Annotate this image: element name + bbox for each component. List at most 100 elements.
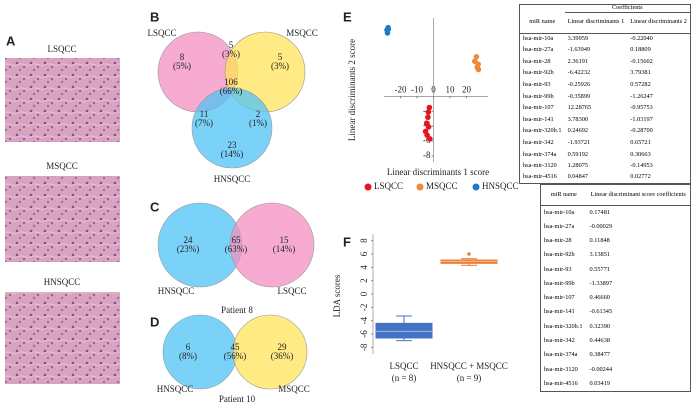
y-axis-label: LDA scores [332, 274, 342, 317]
region-percent: (56%) [224, 351, 247, 361]
y-tick-label: 8 [359, 238, 369, 243]
cell: hsa-mir-320b.1 [523, 127, 562, 135]
cell: 0.46660 [589, 294, 610, 302]
row: hsa-mir-28 0.11848 [541, 234, 691, 248]
y-tick-label: -2 [359, 304, 369, 312]
region-count: 24 [184, 235, 194, 245]
region-count: 8 [180, 52, 185, 62]
cell: -1.26247 [630, 92, 653, 100]
row: hsa-mir-320b.1 0.32390 [541, 320, 691, 334]
cell: 0.55771 [589, 265, 610, 273]
y-tick-label: 0 [359, 291, 369, 296]
cell: hsa-mir-374a [544, 351, 578, 359]
outlier [467, 252, 471, 256]
header-row: miR name Linear discriminant score coeffi… [540, 184, 691, 206]
region-count: 6 [186, 342, 191, 352]
cell: 0.57282 [630, 80, 651, 88]
region-count: 5 [278, 52, 283, 62]
region-percent: (63%) [225, 244, 248, 254]
set-label: HNSQCC [214, 174, 251, 184]
cell: hsa-mir-28 [544, 236, 572, 244]
cell: 2.36191 [567, 57, 589, 65]
cell: -1.33897 [589, 279, 613, 287]
panel-label: D [150, 314, 159, 329]
region-count: 29 [278, 342, 288, 352]
cell: 0.32390 [589, 322, 610, 330]
region-percent: (8%) [179, 351, 197, 361]
table-title: Coefficients [564, 4, 691, 13]
row: hsa-mir-342 0.44638 [541, 334, 691, 348]
cell: -0.95753 [630, 104, 653, 112]
cell: -0.35899 [567, 92, 591, 100]
legend-swatch [364, 183, 372, 191]
cell: hsa-mir-342 [544, 337, 575, 345]
region-count: 5 [229, 40, 234, 50]
cell: hsa-mir-141 [523, 115, 554, 123]
cell: hsa-mir-374a [523, 150, 557, 158]
legend-swatch [416, 183, 424, 191]
cell: -0.25926 [567, 80, 591, 88]
histology-image [5, 176, 120, 262]
set-label: HNSQCC [158, 286, 195, 296]
panel-label: B [150, 9, 159, 24]
row: hsa-mir-27a -0.00029 [541, 220, 691, 234]
row: hsa-mir-107 0.46660 [541, 291, 691, 305]
caption: Patient 10 [219, 394, 256, 404]
cell: hsa-mir-10a [523, 34, 554, 42]
y-tick-label: -8 [423, 150, 431, 160]
y-tick-label: 4 [359, 265, 369, 270]
x-tick-note: (n = 9) [457, 373, 482, 383]
x-axis-label: Linear discriminants 1 score [387, 167, 489, 177]
x-tick-label: 0 [431, 84, 436, 94]
cell: hsa-mir-27a [544, 222, 575, 230]
column-header: miR name [519, 12, 565, 34]
x-tick-label: 20 [462, 84, 472, 94]
y-axis-label: Linear discriminants 2 score [347, 39, 357, 141]
cell: -0.61345 [589, 308, 613, 316]
column-header: Linear discriminants 2 [627, 12, 691, 34]
set-label: MSQCC [278, 384, 310, 394]
legend-swatch [472, 183, 480, 191]
header-row: miR name Linear discriminants 1 Linear dis… [519, 12, 691, 34]
cell: -0.15602 [630, 57, 653, 65]
row: hsa-mir-320b.1 0.24692 -0.28700 [520, 126, 691, 138]
row: hsa-mir-107 12.28765 -0.95753 [520, 103, 691, 115]
row: hsa-mir-92b 3.13851 [541, 248, 691, 262]
table-title [520, 5, 565, 13]
cell: 0.38477 [589, 351, 610, 359]
region-percent: (7%) [195, 118, 213, 128]
point [473, 53, 480, 60]
y-tick-label: -6 [359, 330, 369, 338]
histology-image [5, 292, 120, 384]
row: hsa-mir-3120 1.28075 -0.14953 [520, 161, 691, 173]
row: hsa-mir-10a 0.17481 [541, 206, 691, 220]
region-count: 15 [280, 235, 290, 245]
column-header: Linear discriminant score coefficients [586, 184, 691, 206]
cell: hsa-mir-342 [523, 138, 554, 146]
cell: -1.03197 [630, 115, 653, 123]
cell: hsa-mir-10a [544, 208, 575, 216]
cell: hsa-mir-92b [544, 251, 575, 259]
set-label: LSQCC [277, 286, 306, 296]
cell: hsa-mir-320b.1 [544, 322, 583, 330]
venn-set [191, 87, 273, 169]
cell: 0.03419 [589, 379, 610, 387]
cell: hsa-mir-4516 [544, 379, 578, 387]
cell: 0.59192 [567, 150, 589, 158]
row: hsa-mir-10a 3.39959 -0.22040 [520, 33, 691, 45]
x-tick-label: -10 [411, 84, 423, 94]
cell: 0.02772 [630, 173, 651, 181]
legend-label: MSQCC [426, 181, 458, 191]
cell: hsa-mir-3120 [544, 365, 578, 373]
cell: hsa-mir-3120 [523, 162, 557, 170]
region-percent: (3%) [271, 61, 289, 71]
region-count: 45 [231, 342, 241, 352]
cell: hsa-mir-99b [544, 279, 575, 287]
legend-label: LSQCC [374, 181, 403, 191]
cell: 0.65721 [630, 138, 651, 146]
y-tick-label: -8 [359, 343, 369, 351]
x-tick-label: LSQCC [389, 361, 418, 371]
row: hsa-mir-3120 -0.00244 [541, 363, 691, 377]
